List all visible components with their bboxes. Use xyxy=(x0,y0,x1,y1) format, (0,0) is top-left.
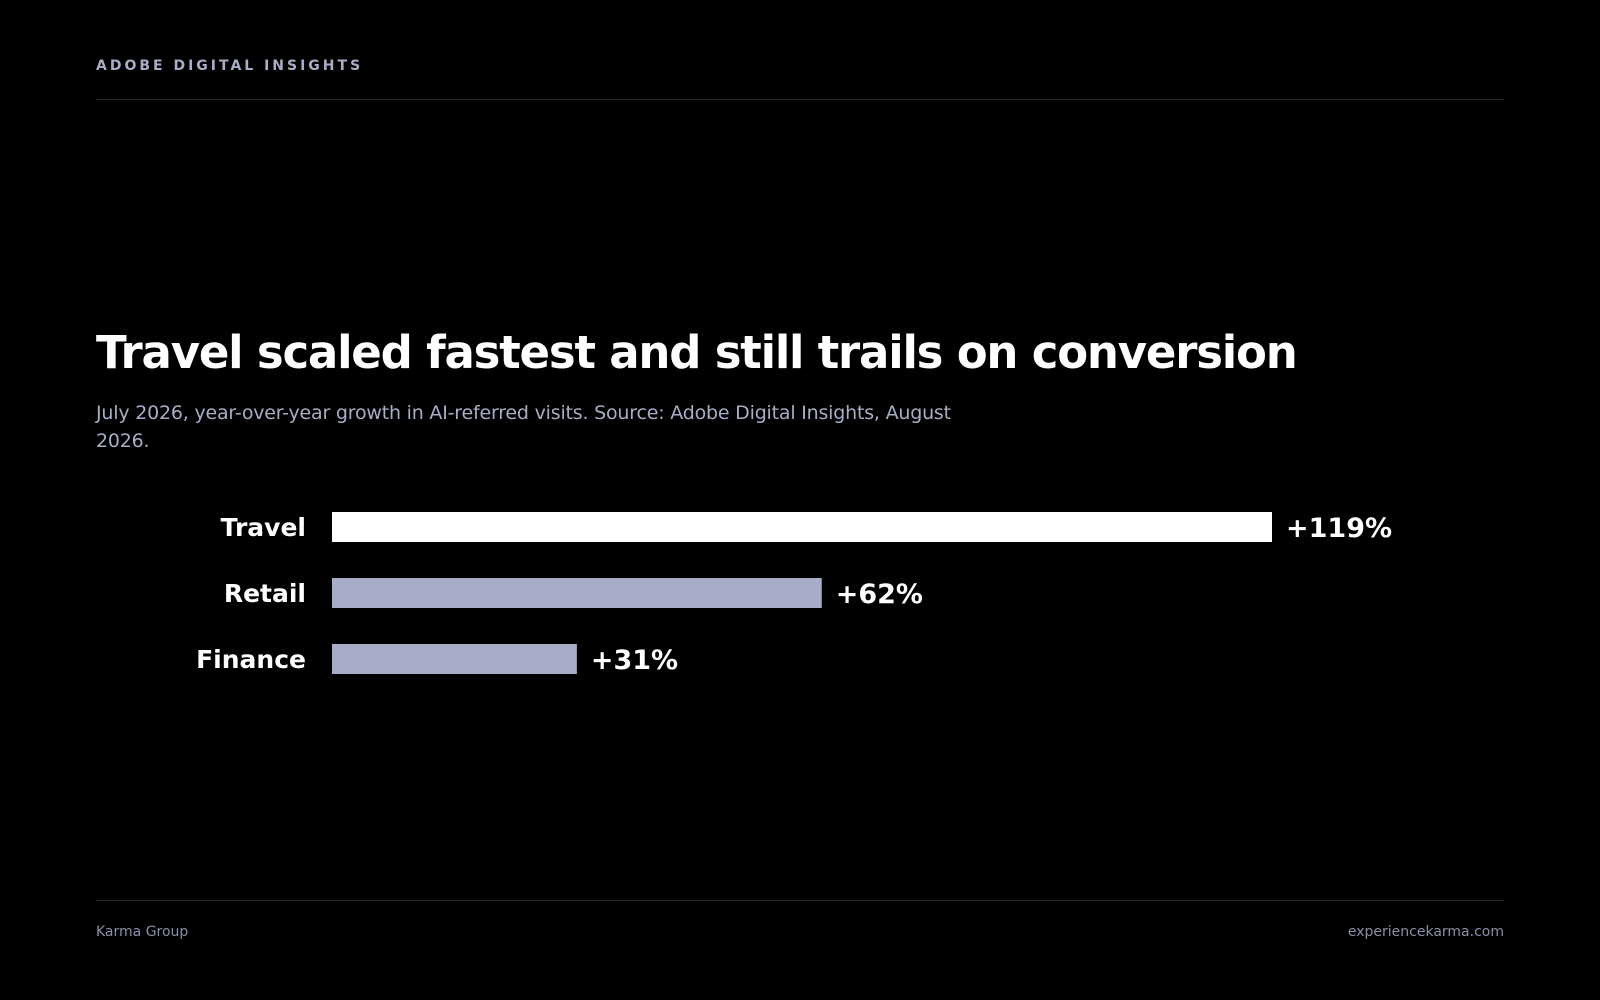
value-label-retail: +62% xyxy=(836,579,923,610)
bar-travel xyxy=(332,512,1272,542)
footer-brand: Karma Group xyxy=(96,924,189,940)
bar-finance xyxy=(332,644,577,674)
bar-retail xyxy=(332,578,822,608)
chart-subtitle: July 2026, year-over-year growth in AI-r… xyxy=(96,402,951,452)
category-label-travel: Travel xyxy=(221,513,306,542)
category-label-finance: Finance xyxy=(196,645,306,674)
eyebrow-label: ADOBE DIGITAL INSIGHTS xyxy=(96,58,364,74)
bar-chart: Travel +119% Retail +62% Finance +31% xyxy=(196,512,1392,676)
category-label-retail: Retail xyxy=(224,579,306,608)
footer-url: experiencekarma.com xyxy=(1347,924,1504,940)
header-divider xyxy=(96,99,1504,100)
chart-title: Travel scaled fastest and still trails o… xyxy=(96,326,1298,379)
value-label-finance: +31% xyxy=(591,645,678,676)
footer-divider xyxy=(96,900,1504,901)
value-label-travel: +119% xyxy=(1286,513,1392,544)
